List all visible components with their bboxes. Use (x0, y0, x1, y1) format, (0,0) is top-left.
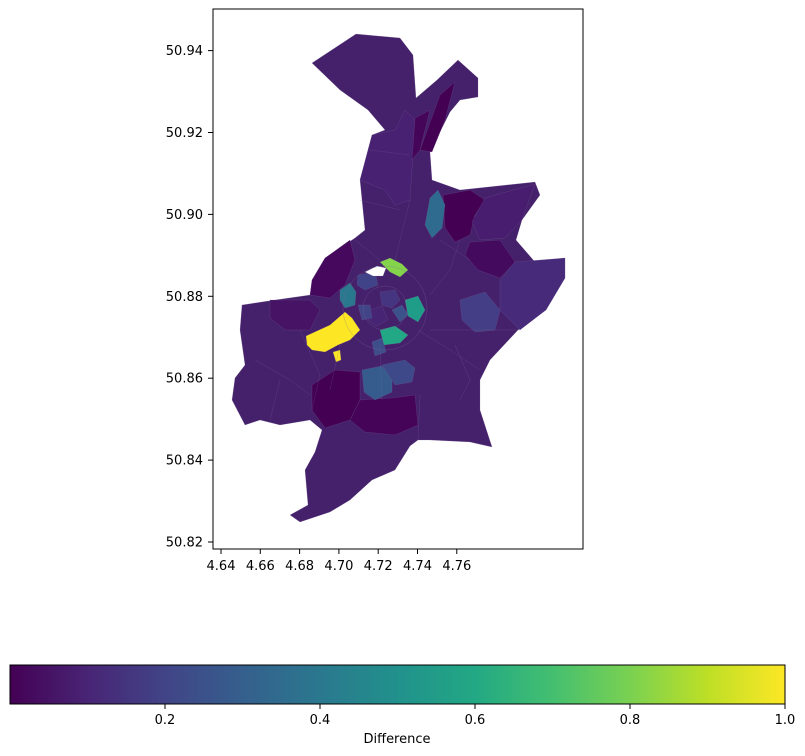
y-tick-label: 50.82 (166, 536, 203, 551)
region-west-mid (269, 299, 321, 331)
region-ring-ne-green (379, 257, 409, 278)
region-center-4 (357, 304, 373, 321)
colorbar-label: Difference (363, 732, 430, 747)
colorbar-tick-label: 0.8 (620, 713, 641, 728)
x-tick-label: 4.74 (403, 559, 432, 574)
y-tick-label: 50.90 (166, 208, 203, 223)
region-teal-north (424, 189, 446, 239)
colorbar-tick-label: 0.2 (155, 713, 176, 728)
region-east-outer (499, 257, 566, 331)
x-tick-label: 4.64 (207, 559, 236, 574)
region-east-mid (471, 183, 536, 241)
region-yellow-west-small (332, 349, 342, 363)
region-south-blue-2 (381, 359, 416, 386)
plot-frame (212, 8, 584, 550)
region-east-dark (442, 189, 486, 243)
x-axis: 4.64 4.66 4.68 4.70 4.72 4.74 4.76 (207, 549, 471, 574)
region-west-dark (309, 239, 356, 299)
x-tick-label: 4.68 (285, 559, 314, 574)
region-north-east-strip (419, 81, 456, 153)
colorbar-tick-label: 0.6 (465, 713, 486, 728)
map-regions (231, 33, 566, 523)
region-north-dark-1 (411, 109, 431, 161)
y-axis: 50.82 50.84 50.86 50.88 50.90 50.92 50.94 (166, 44, 213, 551)
region-yellow-west (305, 311, 361, 353)
region-ring-e-teal (404, 295, 426, 323)
x-tick-label: 4.70 (324, 559, 353, 574)
region-center-1 (379, 289, 401, 309)
region-south-blue (361, 365, 393, 401)
colorbar-ticks: 0.2 0.4 0.6 0.8 1.0 (155, 704, 796, 728)
x-tick-label: 4.66 (246, 559, 275, 574)
colorbar-gradient (9, 664, 786, 705)
region-south-dark-2 (349, 394, 419, 436)
colorbar: 0.2 0.4 0.6 0.8 1.0 Difference (9, 664, 796, 747)
colorbar-tick-label: 1.0 (775, 713, 796, 728)
y-tick-label: 50.84 (166, 454, 203, 469)
x-tick-label: 4.72 (364, 559, 393, 574)
y-tick-label: 50.86 (166, 372, 203, 387)
region-center-2 (391, 304, 409, 323)
region-east-central (464, 239, 516, 279)
y-tick-label: 50.94 (166, 44, 203, 59)
y-tick-label: 50.88 (166, 290, 203, 305)
y-tick-label: 50.92 (166, 126, 203, 141)
region-ring-n-white (364, 265, 387, 277)
x-tick-label: 4.76 (442, 559, 471, 574)
region-ring-west (339, 282, 357, 309)
colorbar-tick-label: 0.4 (310, 713, 331, 728)
region-ring-s-blue (371, 337, 387, 357)
